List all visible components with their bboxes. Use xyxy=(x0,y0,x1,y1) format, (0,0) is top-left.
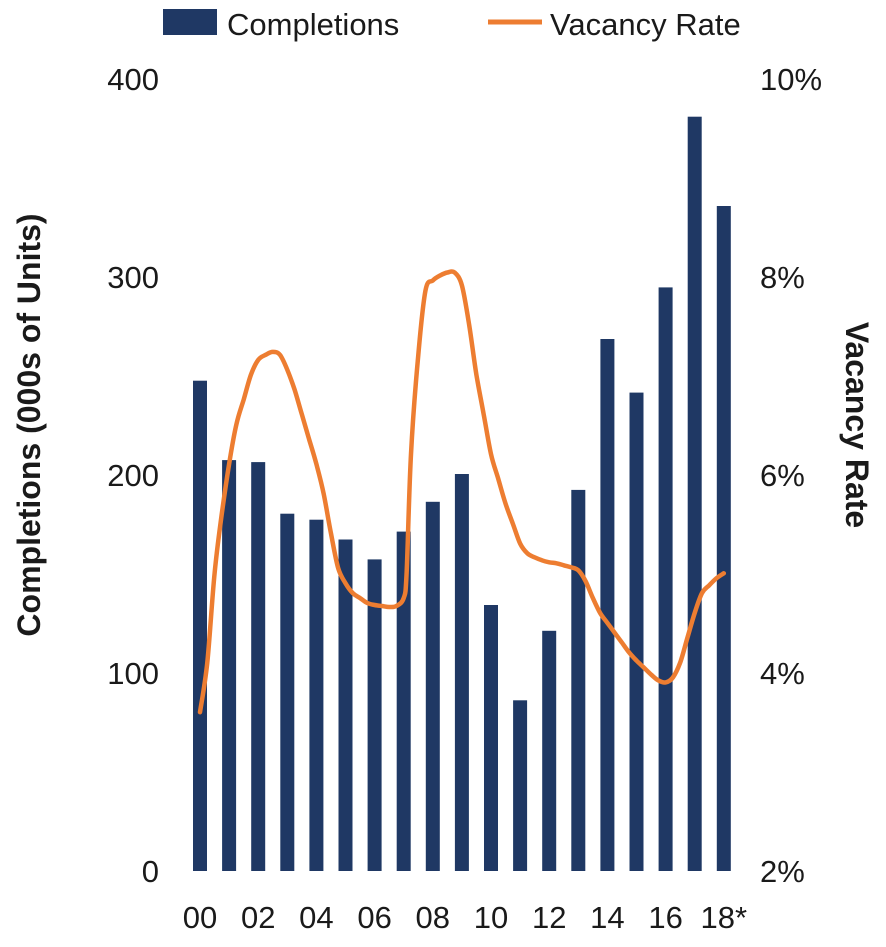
completions-bar xyxy=(513,700,528,871)
x-axis-ticks: 00 02 04 06 08 10 12 14 16 18* xyxy=(183,900,747,935)
y-right-tick: 8% xyxy=(760,260,805,295)
completions-bar xyxy=(425,501,440,871)
x-tick-label: 08 xyxy=(416,900,450,935)
completions-bar xyxy=(716,206,731,871)
completions-bar xyxy=(222,460,237,871)
y-right-axis-title: Vacancy Rate xyxy=(839,322,875,528)
legend-label-vacancy: Vacancy Rate xyxy=(550,7,741,42)
completions-bar xyxy=(280,513,295,871)
y-left-ticks: 400 300 200 100 0 xyxy=(107,62,159,889)
completions-bar xyxy=(193,380,207,871)
completions-bar xyxy=(309,519,324,871)
completions-bar xyxy=(338,539,353,871)
completions-bar xyxy=(687,116,702,871)
x-tick-label: 02 xyxy=(241,900,275,935)
completions-bar xyxy=(658,287,673,871)
x-tick-label: 14 xyxy=(590,900,624,935)
y-left-tick: 100 xyxy=(107,656,159,691)
y-right-tick: 10% xyxy=(760,62,822,97)
completions-bar xyxy=(367,559,382,871)
completions-bar xyxy=(251,462,266,871)
y-left-tick: 400 xyxy=(107,62,159,97)
x-tick-label: 10 xyxy=(474,900,508,935)
legend-swatch-completions xyxy=(163,9,217,35)
completions-bar xyxy=(396,531,411,871)
vacancy-rate-line xyxy=(197,269,727,715)
y-left-axis-title: Completions (000s of Units) xyxy=(11,213,47,636)
x-tick-label: 16 xyxy=(648,900,682,935)
completions-bar xyxy=(571,489,586,871)
y-right-tick: 2% xyxy=(760,854,805,889)
completions-bar xyxy=(629,392,644,871)
x-tick-label: 06 xyxy=(357,900,391,935)
y-right-tick: 6% xyxy=(760,458,805,493)
y-right-ticks: 10% 8% 6% 4% 2% xyxy=(760,62,822,889)
x-tick-label: 18* xyxy=(701,900,748,935)
x-tick-label: 12 xyxy=(532,900,566,935)
completions-bar xyxy=(454,474,469,871)
x-tick-label: 04 xyxy=(299,900,333,935)
y-left-tick: 0 xyxy=(142,854,159,889)
legend-label-completions: Completions xyxy=(227,7,399,42)
completions-bars xyxy=(193,116,731,871)
completions-bar xyxy=(484,605,498,871)
legend: Completions Vacancy Rate xyxy=(163,7,741,42)
completions-bar xyxy=(542,630,557,871)
y-left-tick: 200 xyxy=(107,458,159,493)
completions-bar xyxy=(600,339,615,871)
x-tick-label: 00 xyxy=(183,900,217,935)
y-right-tick: 4% xyxy=(760,656,805,691)
y-left-tick: 300 xyxy=(107,260,159,295)
